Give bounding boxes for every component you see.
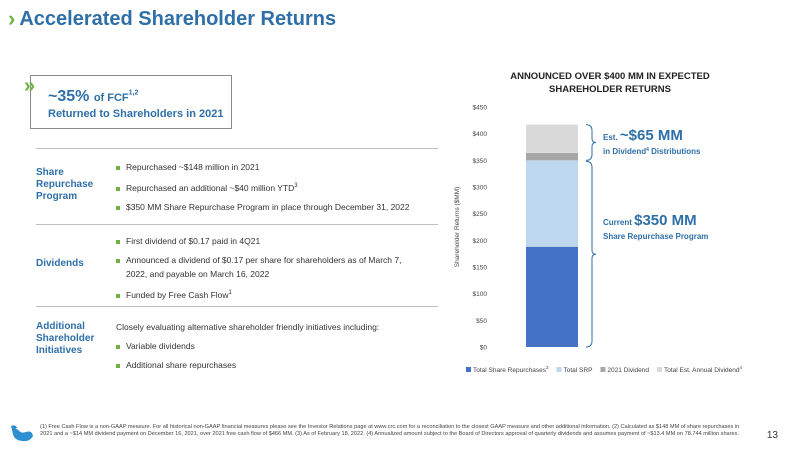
slide-header: › Accelerated Shareholder Returns	[8, 6, 336, 32]
y-tick-label: $250	[473, 211, 488, 218]
legend-entry: Total Share Repurchases3	[473, 365, 549, 374]
bullet-square-icon	[116, 186, 120, 191]
bullet-square-icon	[116, 258, 120, 263]
y-tick-label: $50	[476, 318, 487, 325]
y-tick-label: $200	[473, 238, 488, 245]
bullet-square-icon	[116, 165, 120, 170]
footnote: (1) Free Cash Flow is a non-GAAP measure…	[40, 424, 740, 437]
bullet-list: Closely evaluating alternative sharehold…	[116, 321, 379, 378]
fcf-callout-box	[30, 75, 232, 129]
bullet-square-icon	[116, 205, 120, 210]
double-chevron-icon: »	[24, 75, 36, 97]
section-label: Share Repurchase Program	[36, 167, 94, 202]
page-number: 13	[766, 430, 778, 441]
y-tick-label: $0	[480, 345, 488, 352]
list-item: Repurchased an additional ~$40 million Y…	[116, 180, 410, 194]
list-intro: Closely evaluating alternative sharehold…	[116, 322, 380, 332]
legend-swatch	[466, 367, 471, 372]
fcf-headline: ~35% of FCF1,2	[48, 88, 138, 106]
bullet-square-icon	[116, 239, 120, 244]
page-title: Accelerated Shareholder Returns	[19, 7, 337, 30]
additional-initiatives-section: Additional Shareholder Initiatives Close…	[36, 306, 438, 379]
y-tick-label: $300	[473, 185, 488, 192]
y-tick-label: $350	[473, 158, 488, 165]
bar-segment	[526, 124, 578, 153]
bar-segment	[526, 246, 578, 347]
bar-segment	[526, 160, 578, 247]
list-item: Variable dividends	[116, 340, 379, 352]
legend-entry: Total Est. Annual Dividend4	[664, 365, 743, 374]
bullet-square-icon	[116, 363, 120, 368]
legend-entry: 2021 Dividend	[607, 367, 649, 374]
chevron-right-icon: ›	[8, 6, 16, 31]
bullet-list: Repurchased ~$148 million in 2021 Repurc…	[116, 161, 410, 220]
legend-swatch	[600, 367, 606, 372]
fcf-of-label: of FCF	[93, 92, 129, 104]
list-item: Announced a dividend of $0.17 per share …	[116, 254, 401, 266]
annotation-subtitle: in Dividend4 Distributions	[603, 147, 701, 156]
bullet-list: First dividend of $0.17 paid in 4Q21 Ann…	[116, 235, 401, 308]
list-item: Additional share repurchases	[116, 359, 379, 371]
annotation-headline: Current $350 MM	[603, 212, 697, 229]
annotation-subtitle: Share Repurchase Program	[603, 232, 708, 241]
section-label: Additional Shareholder Initiatives	[36, 321, 95, 356]
y-axis-label: Shareholder Returns ($MM)	[454, 187, 461, 268]
legend-swatch	[656, 367, 662, 372]
chart-title: ANNOUNCED OVER $400 MM IN EXPECTED SHARE…	[510, 71, 710, 95]
share-repurchase-section: Share Repurchase Program Repurchased ~$1…	[36, 148, 438, 239]
fcf-subtitle: Returned to Shareholders in 2021	[48, 108, 224, 120]
list-item: Funded by Free Cash Flow1	[116, 287, 401, 301]
list-item: $350 MM Share Repurchase Program in plac…	[116, 201, 410, 213]
bullet-square-icon	[116, 293, 120, 298]
bar-segment	[526, 152, 578, 161]
fcf-superscript: 1,2	[128, 89, 139, 97]
list-item: First dividend of $0.17 paid in 4Q21	[116, 235, 401, 247]
bullet-square-icon	[116, 344, 120, 349]
bracket-line	[585, 160, 597, 348]
legend-entry: Total SRP	[564, 367, 593, 374]
bracket-line	[585, 124, 597, 161]
list-item: Repurchased ~$148 million in 2021	[116, 161, 410, 173]
legend-swatch	[556, 367, 562, 372]
y-tick-label: $400	[473, 131, 488, 138]
list-item-continuation: 2022, and payable on March 16, 2022	[126, 269, 270, 279]
y-tick-label: $100	[473, 291, 488, 298]
y-tick-label: $450	[473, 105, 488, 112]
y-tick-label: $150	[473, 265, 488, 272]
section-label: Dividends	[36, 258, 84, 269]
fcf-percent: ~35%	[48, 88, 90, 105]
annotation-headline: Est. ~$65 MM	[603, 127, 683, 144]
company-logo-icon	[11, 425, 33, 442]
dividends-section: Dividends First dividend of $0.17 paid i…	[36, 224, 438, 305]
